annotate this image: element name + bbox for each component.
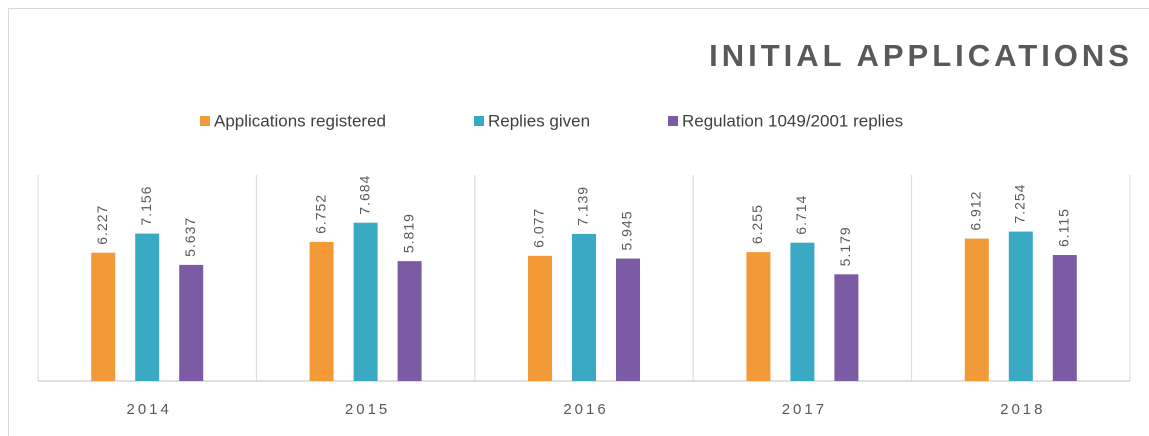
x-tick-label: 2017 [782,401,827,418]
bar [834,274,859,381]
legend-label: Replies given [488,111,590,130]
x-tick-label: 2018 [1000,401,1045,418]
legend-label: Applications registered [214,111,386,130]
value-label: 5.819 [400,213,416,253]
value-label: 5.179 [837,226,853,266]
bar [179,264,204,381]
bar [572,233,596,381]
value-label: 7.139 [575,186,591,226]
bar [353,222,378,381]
legend-swatch [474,116,484,126]
x-tick-label: 2016 [563,401,608,418]
value-label: 6.115 [1056,208,1072,247]
value-label: 7.254 [1012,184,1028,224]
legend-swatch [200,116,210,126]
chart-title: INITIAL APPLICATIONS [709,38,1133,73]
bar [1008,231,1033,381]
value-label: 7.684 [356,175,372,215]
value-label: 6.752 [312,194,328,234]
value-label: 6.255 [749,204,765,244]
bar [528,255,552,381]
value-label: 5.945 [619,210,635,250]
value-label: 6.714 [793,195,809,235]
bar [616,258,640,381]
bar [135,233,160,381]
value-label: 6.227 [94,205,110,245]
value-label: 7.156 [138,186,154,226]
bar [397,261,422,381]
value-label: 6.912 [968,191,984,231]
bar [746,252,771,381]
x-tick-label: 2015 [345,401,390,418]
bar [91,252,116,381]
bar [309,241,334,381]
bar [1052,255,1077,381]
legend-label: Regulation 1049/2001 replies [682,111,903,130]
chart-frame [8,8,1149,436]
value-label: 5.637 [182,217,198,257]
x-tick-label: 2014 [127,401,172,418]
bar [790,242,815,381]
legend-swatch [668,116,678,126]
value-label: 6.077 [531,208,547,248]
bar [964,238,989,381]
